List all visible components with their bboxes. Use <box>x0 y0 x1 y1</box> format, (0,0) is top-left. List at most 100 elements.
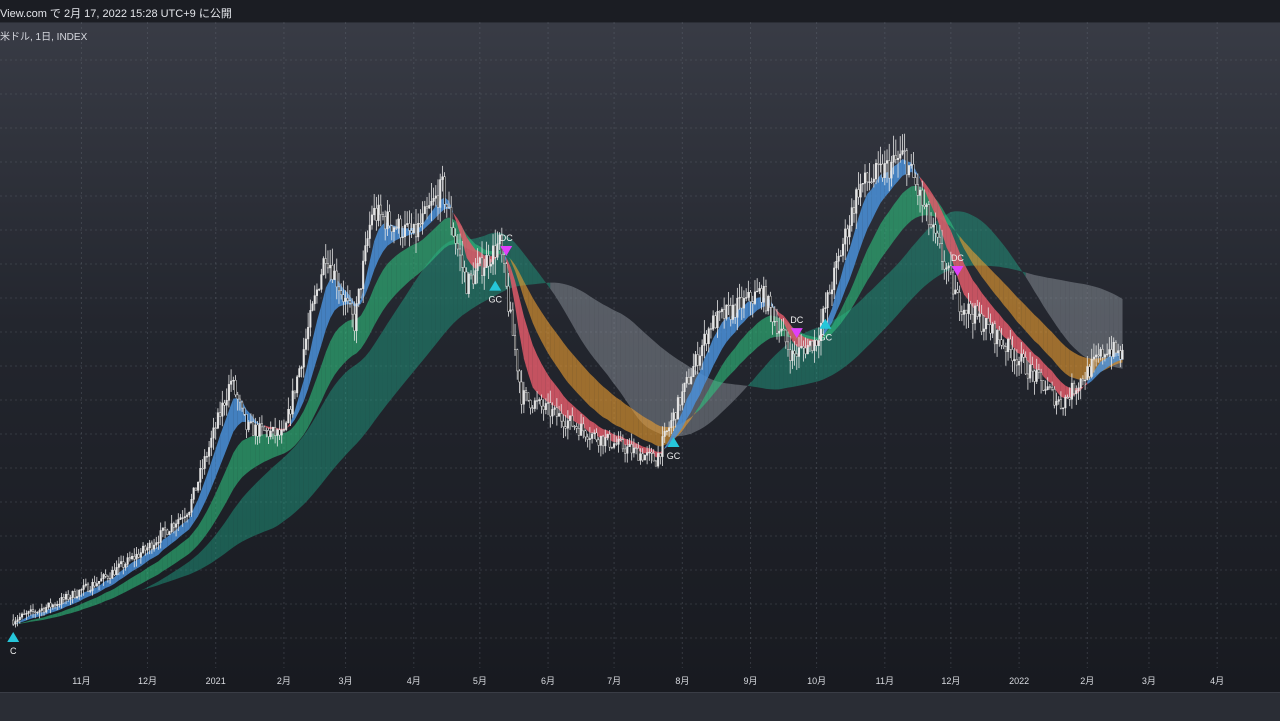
candle-body <box>842 244 844 255</box>
medium-ribbon-segment <box>136 572 140 586</box>
candle-body <box>992 324 994 333</box>
candle-body <box>281 430 283 435</box>
medium-ribbon-segment <box>577 359 581 397</box>
slow-ribbon-segment <box>423 264 427 361</box>
candle-body <box>228 384 230 400</box>
candle-body <box>836 261 838 268</box>
candle-body <box>48 603 50 607</box>
x-tick-label: 12月 <box>941 676 960 686</box>
candle-body <box>979 314 981 317</box>
candle-body <box>1115 342 1117 353</box>
candle-body <box>1025 357 1027 374</box>
slow-ribbon-segment <box>198 550 202 571</box>
candle-body <box>576 427 578 429</box>
medium-ribbon-segment <box>537 305 541 341</box>
slow-ribbon-segment <box>559 283 563 309</box>
slow-ribbon-segment <box>863 294 867 351</box>
candle-body <box>1091 359 1093 376</box>
candle-body <box>470 274 472 275</box>
slow-ribbon-segment <box>1039 276 1043 306</box>
candle-body <box>864 173 866 183</box>
candle-body <box>635 448 637 449</box>
x-tick-label: 2月 <box>277 676 291 686</box>
slow-ribbon-segment <box>845 310 849 367</box>
candle-body <box>404 225 406 237</box>
medium-ribbon-segment <box>264 434 268 462</box>
candle-body <box>972 314 974 323</box>
medium-ribbon-segment <box>740 337 744 365</box>
slow-ribbon-segment <box>625 316 629 406</box>
candle-body <box>536 401 538 402</box>
candle-body <box>754 292 756 304</box>
bottom-bar <box>0 692 1280 721</box>
candle-body <box>380 205 382 215</box>
candle-body <box>697 354 699 365</box>
slow-ribbon-segment <box>299 436 303 509</box>
candle-body <box>310 310 312 327</box>
candle-body <box>45 607 47 612</box>
slow-ribbon-segment <box>180 565 184 578</box>
slow-ribbon-segment <box>599 302 603 370</box>
signal-label: DC <box>500 233 513 243</box>
candle-body <box>12 620 14 624</box>
candle-body <box>880 164 882 165</box>
medium-ribbon-segment <box>559 337 563 377</box>
candle-body <box>543 406 545 410</box>
candle-body <box>750 292 752 301</box>
medium-ribbon-segment <box>44 616 48 620</box>
candle-body <box>644 455 646 460</box>
candle-body <box>239 399 241 402</box>
x-tick-label: 4月 <box>407 676 421 686</box>
candle-body <box>398 219 400 228</box>
candle-body <box>950 266 952 272</box>
fast-ribbon-segment <box>550 378 554 406</box>
medium-ribbon-segment <box>374 278 378 326</box>
fast-ribbon-segment <box>299 380 303 411</box>
candle-body <box>932 225 934 227</box>
slow-ribbon-segment <box>656 343 660 434</box>
slow-ribbon-segment <box>308 422 312 500</box>
slow-ribbon-segment <box>590 296 594 358</box>
candle-body <box>567 421 569 429</box>
candle-body <box>252 422 254 436</box>
candle-body <box>1010 339 1012 349</box>
medium-ribbon-segment <box>40 617 44 620</box>
medium-ribbon-segment <box>594 378 598 414</box>
candle-body <box>167 530 169 535</box>
medium-ribbon-segment <box>225 463 229 505</box>
fast-ribbon-segment <box>202 475 206 507</box>
medium-ribbon-segment <box>854 271 858 304</box>
slow-ribbon-segment <box>1008 251 1012 269</box>
medium-ribbon-segment <box>625 404 629 432</box>
candle-body <box>349 301 351 304</box>
medium-ribbon-segment <box>722 359 726 384</box>
fast-ribbon-segment <box>726 316 730 342</box>
candle-body <box>116 567 118 574</box>
candle-body <box>957 290 959 292</box>
medium-ribbon-segment <box>568 349 572 388</box>
medium-ribbon-segment <box>880 217 884 259</box>
candle-body <box>296 377 298 393</box>
candle-body <box>919 190 921 195</box>
candle-body <box>844 229 846 244</box>
fast-ribbon-segment <box>22 617 26 622</box>
candle-body <box>294 391 296 393</box>
candle-body <box>1051 387 1053 389</box>
fast-ribbon-segment <box>211 449 215 488</box>
medium-ribbon-segment <box>621 400 625 430</box>
medium-ribbon-segment <box>150 564 154 579</box>
candle-body <box>211 438 213 447</box>
medium-ribbon-segment <box>599 382 603 417</box>
candle-body <box>1047 387 1049 390</box>
candle-body <box>305 339 307 350</box>
x-tick-label: 11月 <box>876 676 894 686</box>
medium-ribbon-segment <box>392 256 396 299</box>
fast-ribbon-segment <box>365 261 369 295</box>
x-tick-label: 8月 <box>675 676 689 686</box>
slow-ribbon-segment <box>585 293 589 353</box>
fast-ribbon-segment <box>1017 336 1021 355</box>
slow-ribbon-segment <box>990 229 994 266</box>
candle-body <box>538 400 540 401</box>
candle-body <box>759 288 761 291</box>
